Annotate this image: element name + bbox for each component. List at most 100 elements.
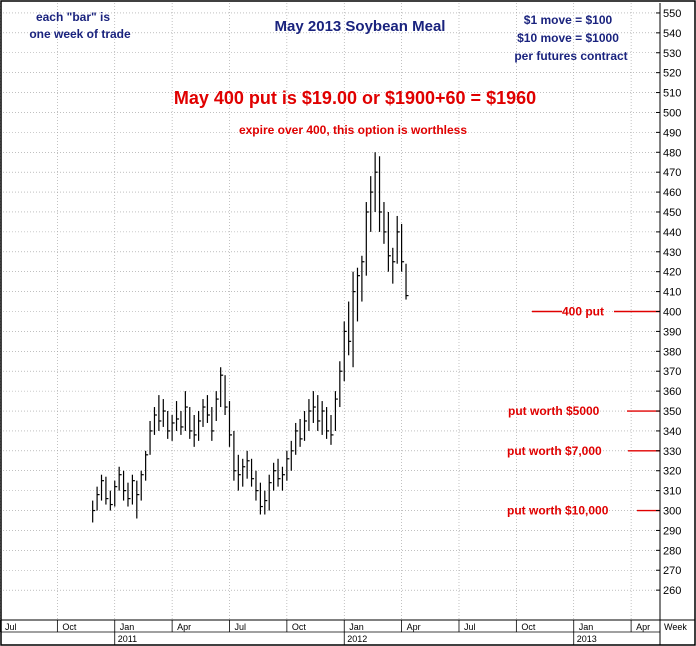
price-bar-0 [92, 500, 96, 523]
bar-note-line2: one week of trade [29, 27, 131, 41]
price-bar-62 [365, 202, 369, 276]
price-bar-12 [145, 450, 149, 481]
x-month-label-8: Jul [464, 622, 476, 632]
grid [0, 3, 656, 620]
price-bar-9 [131, 474, 135, 505]
y-tick-label-260: 260 [663, 585, 681, 597]
price-bar-5 [114, 480, 118, 507]
x-month-label-5: Oct [292, 622, 307, 632]
y-tick-label-480: 480 [663, 147, 681, 159]
x-month-label-11: Apr [636, 622, 650, 632]
price-bar-68 [392, 247, 396, 284]
price-bar-7 [122, 470, 127, 501]
price-bar-42 [277, 458, 281, 487]
price-bar-65 [378, 156, 383, 232]
x-month-label-3: Apr [177, 622, 191, 632]
price-bar-17 [167, 411, 171, 439]
x-month-label-1: Oct [62, 622, 77, 632]
price-bar-32 [233, 430, 237, 481]
y-tick-label-340: 340 [663, 426, 681, 438]
subline-annotation: expire over 400, this option is worthles… [239, 123, 467, 137]
move-note-line3: per futures contract [514, 49, 627, 63]
x-year-label-1: 2012 [347, 634, 367, 644]
y-tick-label-550: 550 [663, 8, 681, 20]
price-bar-37 [255, 470, 259, 501]
price-bar-28 [215, 391, 219, 421]
price-bar-22 [189, 407, 193, 439]
y-tick-label-470: 470 [663, 167, 681, 179]
price-bar-49 [308, 399, 312, 431]
price-bar-13 [149, 420, 153, 455]
price-bar-27 [211, 407, 215, 441]
price-bar-70 [401, 223, 405, 272]
y-tick-label-530: 530 [663, 48, 681, 60]
y-tick-label-490: 490 [663, 127, 681, 139]
x-year-label-2: 2013 [577, 634, 597, 644]
price-bar-26 [206, 395, 210, 423]
price-bar-50 [312, 391, 316, 423]
price-bar-30 [224, 375, 228, 415]
price-bar-6 [118, 466, 122, 491]
y-tick-label-410: 410 [663, 287, 681, 299]
price-bar-33 [237, 454, 241, 491]
price-bar-41 [273, 462, 277, 491]
price-bar-46 [295, 422, 299, 455]
price-bar-52 [321, 401, 325, 435]
x-unit-label: Week [664, 622, 687, 632]
price-levels: 400 put put worth $5000 put worth $7,000 pu… [507, 305, 660, 518]
bar-note-line1: each "bar" is [36, 10, 110, 24]
y-tick-label-430: 430 [663, 247, 681, 259]
level-label-0: 400 put [562, 305, 604, 319]
x-month-label-2: Jan [120, 622, 135, 632]
y-tick-label-420: 420 [663, 267, 681, 279]
price-bar-36 [250, 458, 255, 487]
x-month-label-0: Jul [5, 622, 17, 632]
move-note-line1: $1 move = $100 [524, 13, 613, 27]
y-tick-label-500: 500 [663, 107, 681, 119]
price-bar-56 [339, 361, 343, 408]
y-axis: 550 540 530 520 510 500 490 480 470 460 450 440 430 4… [656, 3, 681, 645]
price-bar-63 [370, 176, 374, 232]
price-bar-21 [184, 391, 188, 431]
y-tick-label-280: 280 [663, 545, 681, 557]
y-tick-label-520: 520 [663, 68, 681, 80]
price-bar-43 [281, 466, 285, 491]
price-bar-61 [361, 255, 365, 302]
price-bar-54 [330, 414, 334, 445]
price-bar-18 [171, 414, 175, 441]
y-tick-label-510: 510 [663, 88, 681, 100]
level-label-2: put worth $7,000 [507, 444, 602, 458]
price-bar-19 [175, 401, 180, 431]
y-tick-label-460: 460 [663, 187, 681, 199]
price-bar-2 [100, 474, 105, 501]
x-year-label-0: 2011 [118, 634, 137, 644]
y-tick-label-290: 290 [663, 525, 681, 537]
price-bar-64 [374, 152, 378, 212]
y-tick-label-440: 440 [663, 227, 681, 239]
move-note-line2: $10 move = $1000 [517, 31, 619, 45]
price-bar-59 [352, 271, 356, 368]
price-bar-44 [286, 450, 290, 481]
x-month-label-7: Apr [407, 622, 421, 632]
x-axis: Jul Oct Jan Apr Jul Oct Jan Apr Jul Oct Jan Apr 2011… [0, 619, 695, 645]
price-bar-8 [127, 482, 131, 507]
price-bar-69 [396, 215, 400, 264]
price-bar-10 [136, 480, 140, 519]
price-bar-38 [259, 482, 263, 515]
price-bars [92, 152, 409, 523]
headline-annotation: May 400 put is $19.00 or $1900+60 = $196… [174, 88, 536, 108]
price-bar-55 [334, 391, 338, 431]
price-bar-11 [140, 470, 144, 501]
price-bar-45 [290, 440, 294, 471]
y-tick-label-320: 320 [663, 466, 681, 478]
level-label-3: put worth $10,000 [507, 504, 609, 518]
price-bar-58 [348, 301, 352, 356]
price-bar-4 [109, 490, 113, 511]
price-bar-66 [383, 202, 387, 244]
price-bar-39 [264, 490, 268, 515]
x-month-label-10: Jan [579, 622, 594, 632]
x-month-label-9: Oct [521, 622, 536, 632]
level-label-1: put worth $5000 [508, 404, 600, 418]
price-bar-16 [162, 399, 166, 427]
